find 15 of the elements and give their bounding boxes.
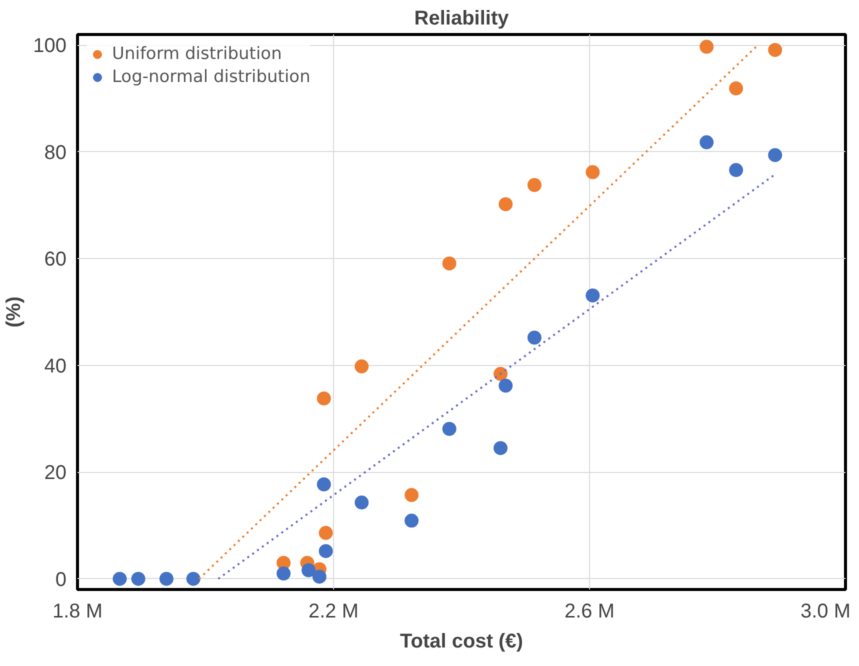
y-tick-label: 0 (55, 568, 66, 591)
legend-label: Log-normal distribution (112, 67, 310, 87)
x-tick-label: 1.8 M (52, 600, 103, 622)
y-tick-label: 60 (44, 248, 67, 271)
x-axis-title: Total cost (€) (400, 630, 523, 652)
y-axis-title: (%) (3, 296, 26, 328)
legend-label: Uniform distribution (112, 44, 282, 64)
x-tick-label: 3.0 M (800, 600, 851, 622)
y-tick-label: 100 (33, 35, 67, 58)
chart-title: Reliability (414, 8, 510, 30)
x-tick-label: 2.2 M (308, 600, 359, 622)
y-tick-label: 20 (44, 462, 67, 484)
x-tick-label: 2.6 M (564, 600, 615, 622)
y-tick-label: 40 (44, 355, 67, 378)
y-tick-label: 80 (44, 142, 67, 164)
